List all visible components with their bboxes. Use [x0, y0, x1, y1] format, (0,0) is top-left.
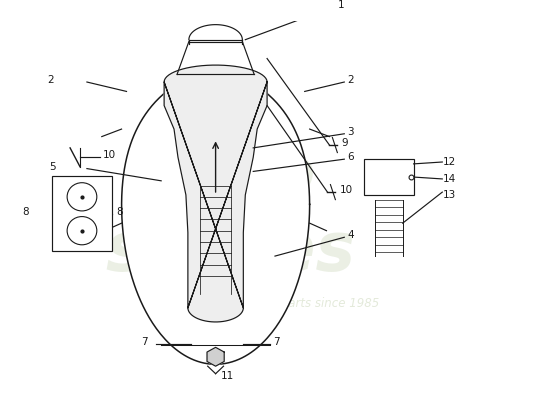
Text: 1: 1	[337, 0, 344, 10]
Text: 12: 12	[443, 157, 456, 167]
Text: 8: 8	[117, 207, 123, 217]
Polygon shape	[164, 65, 267, 322]
Polygon shape	[122, 73, 310, 364]
Text: 4: 4	[347, 230, 354, 240]
Text: 10: 10	[339, 185, 353, 195]
Text: 11: 11	[221, 370, 234, 380]
Text: 13: 13	[443, 190, 456, 200]
Text: 6: 6	[347, 152, 354, 162]
Bar	[364, 159, 414, 195]
Text: 5: 5	[50, 162, 56, 172]
Text: 10: 10	[103, 150, 116, 160]
Text: 7: 7	[273, 337, 279, 347]
Polygon shape	[207, 347, 224, 366]
Text: 14: 14	[443, 174, 456, 184]
Text: 9: 9	[342, 138, 348, 148]
Text: 2: 2	[347, 75, 354, 85]
Text: 2: 2	[47, 75, 54, 85]
Text: 3: 3	[347, 127, 354, 137]
Text: a passion for parts since 1985: a passion for parts since 1985	[201, 297, 379, 310]
Text: 8: 8	[23, 207, 29, 217]
Text: 7: 7	[141, 337, 148, 347]
Bar	[52, 176, 112, 251]
Text: euro
spares: euro spares	[106, 142, 355, 285]
